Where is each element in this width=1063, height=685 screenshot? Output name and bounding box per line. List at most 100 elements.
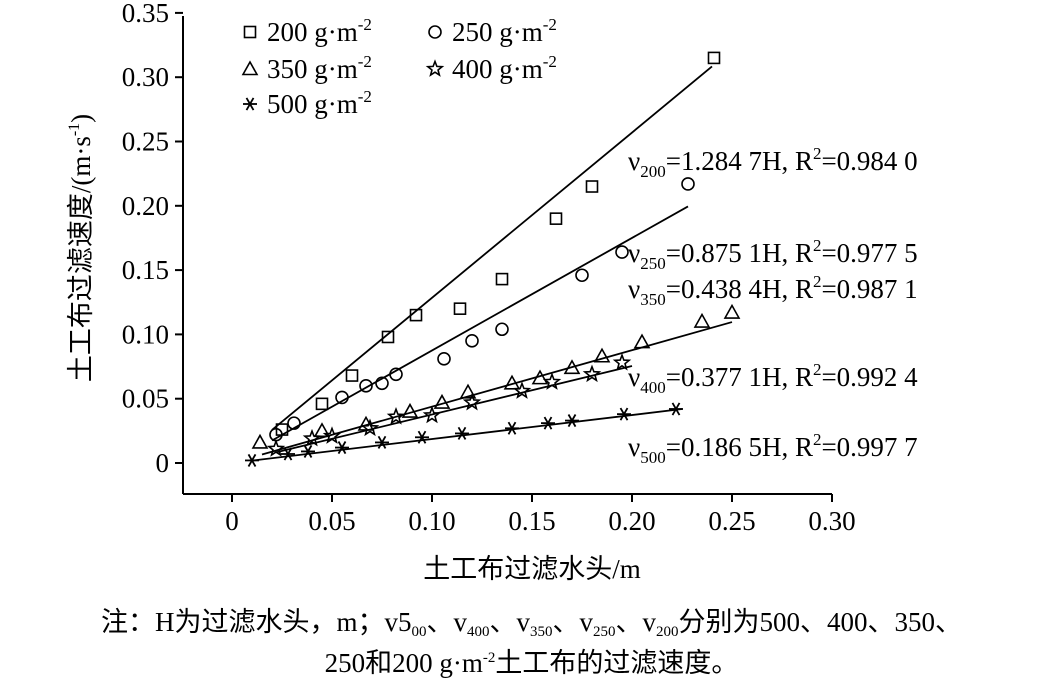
- data-point: [612, 352, 632, 371]
- note-sub: 200: [656, 624, 679, 640]
- fit-line-2: [261, 321, 733, 456]
- fit-label-subscript: 250: [640, 254, 666, 273]
- legend-label-text: 400 g·m: [452, 54, 543, 84]
- note-text: 、v: [552, 607, 594, 637]
- legend-label-text: 500 g·m: [267, 89, 358, 119]
- data-point: [375, 435, 389, 449]
- fit-lines: [251, 65, 733, 462]
- data-point: [531, 369, 549, 385]
- filtration-chart: 0 0.05 0.10 0.15 0.20 0.25 0.30 0.35 0 0.05 0.10 0.…: [66, 0, 918, 584]
- data-point: [495, 322, 509, 337]
- data-point: [693, 312, 711, 328]
- fit-equation-label: ν500=0.186 5H, R2=0.997 7: [628, 430, 918, 467]
- note-sup: -2: [482, 650, 496, 666]
- x-tick-label: 0.15: [508, 506, 555, 536]
- data-point: [401, 402, 419, 418]
- y-tick-label: 0: [156, 448, 170, 478]
- data-point: [301, 444, 315, 458]
- asterisk-stroke: [457, 426, 467, 440]
- x-tick-label: 0.25: [708, 506, 755, 536]
- asterisk-stroke: [619, 407, 629, 421]
- note-sub: 00: [411, 624, 427, 640]
- note-text: 250和200 g·m: [324, 648, 483, 678]
- y-axis-label-main: 土工布过滤速度/(m·s: [66, 136, 96, 382]
- legend-marker: [243, 97, 257, 111]
- data-point: [541, 416, 555, 430]
- fit-label-subscript: 200: [640, 162, 666, 181]
- y-tick-label: 0.20: [122, 191, 169, 221]
- y-axis-label-end: ): [66, 114, 96, 123]
- note-text: 、v: [426, 607, 468, 637]
- x-tick-label: 0.30: [808, 506, 855, 536]
- data-point: [251, 433, 269, 449]
- note-sub: 350: [530, 624, 553, 640]
- asterisk-stroke: [543, 416, 553, 430]
- asterisk-stroke: [377, 435, 387, 449]
- fit-label-prefix: ν: [628, 432, 640, 462]
- fit-label-superscript: 2: [813, 430, 822, 449]
- asterisk-stroke: [245, 97, 255, 111]
- data-point: [313, 422, 331, 438]
- y-tick-label: 0.15: [122, 255, 169, 285]
- x-axis-label: 土工布过滤水头/m: [423, 554, 641, 584]
- data-point: [345, 369, 359, 382]
- legend-label-text: 250 g·m: [452, 17, 543, 47]
- data-point: [315, 397, 329, 411]
- legend-label: 500 g·m-2: [267, 87, 372, 119]
- data-point: [455, 426, 469, 440]
- legend-label-sup: -2: [543, 52, 557, 71]
- data-point: [582, 364, 602, 383]
- fit-equation-label: ν350=0.438 4H, R2=0.987 1: [628, 272, 918, 309]
- fit-label-superscript: 2: [813, 236, 822, 255]
- note-text: 、v: [615, 607, 657, 637]
- legend-marker: [241, 60, 259, 76]
- fit-line-0: [271, 65, 713, 431]
- data-point: [503, 374, 521, 390]
- data-point: [462, 392, 482, 411]
- asterisk-stroke: [303, 444, 313, 458]
- data-point: [615, 245, 629, 259]
- data-points: [245, 51, 741, 467]
- axes: [175, 11, 833, 502]
- data-point: [266, 439, 286, 457]
- legend-marker: [425, 59, 445, 77]
- tick-labels: 0 0.05 0.10 0.15 0.20 0.25 0.30 0.35 0 0.05 0.10 0.…: [122, 0, 856, 536]
- fit-label-superscript: 2: [813, 272, 822, 291]
- fit-equation-label: ν400=0.377 1H, R2=0.992 4: [628, 360, 918, 397]
- data-point: [512, 381, 532, 399]
- fit-label-subscript: 350: [640, 290, 666, 309]
- legend-label-text: 350 g·m: [267, 54, 358, 84]
- legend-label-sup: -2: [358, 52, 372, 71]
- data-point: [375, 376, 389, 391]
- data-point: [575, 268, 589, 283]
- figure-note-line-1: 注：H为过滤水头，m；v500、v400、v350、v250、v200分别为50…: [0, 606, 1063, 648]
- legend-label-sup: -2: [358, 87, 372, 106]
- data-point: [707, 51, 721, 65]
- data-point: [360, 418, 380, 437]
- data-point: [549, 212, 563, 225]
- fit-line-1: [271, 205, 689, 442]
- fit-label-subscript: 400: [640, 378, 666, 397]
- fit-label-r2: =0.997 7: [821, 432, 917, 462]
- fit-label-r2: =0.977 5: [821, 238, 917, 268]
- data-point: [453, 302, 467, 315]
- fit-label-subscript: 500: [640, 448, 666, 467]
- y-tick-label: 0.35: [122, 0, 169, 28]
- data-point: [565, 414, 579, 428]
- data-point: [389, 367, 403, 382]
- data-point: [542, 372, 562, 390]
- data-point: [287, 416, 301, 430]
- asterisk-stroke: [247, 453, 257, 467]
- note-sub: 400: [467, 624, 490, 640]
- note-sub: 250: [593, 624, 616, 640]
- fit-label-text: =0.186 5H, R: [666, 432, 813, 462]
- asterisk-stroke: [507, 421, 517, 435]
- asterisk-stroke: [337, 441, 347, 455]
- data-point: [386, 406, 406, 425]
- asterisk-stroke: [283, 447, 293, 461]
- data-point: [585, 180, 599, 193]
- data-point: [415, 430, 429, 444]
- fit-label-r2: =0.992 4: [821, 362, 918, 392]
